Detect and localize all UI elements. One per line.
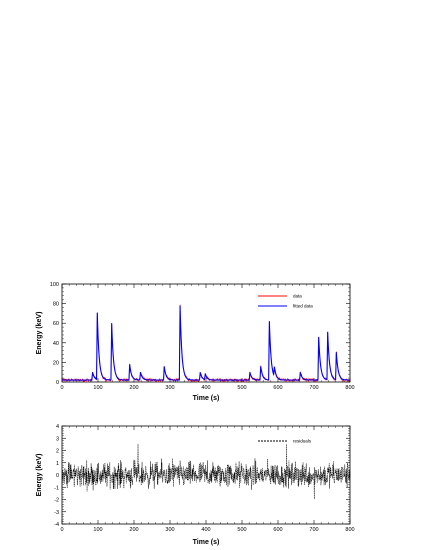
- top-panel: 0 100 200 300 400 500 600 700 800 0 20 40 60 80 100 T…: [36, 282, 355, 402]
- bottom-x-tick-label: 0: [60, 527, 63, 533]
- top-x-tick-label: 400: [201, 385, 210, 391]
- bottom-series-residuals-line: [61, 443, 351, 499]
- top-series-data-line: [61, 304, 351, 383]
- bottom-x-tick-label: 500: [237, 527, 246, 533]
- legend-label-fitted: fitted data: [293, 304, 313, 309]
- top-x-axis-label: Time (s): [193, 395, 220, 402]
- top-y-tick-label: 100: [50, 282, 59, 288]
- top-x-tick-label: 300: [165, 385, 174, 391]
- bottom-x-tick-label: 700: [309, 527, 318, 533]
- bottom-x-tick-label: 400: [201, 527, 210, 533]
- top-y-ticks: 0 20 40 60 80 100: [50, 282, 350, 386]
- bottom-y-tick-label: 3: [56, 436, 59, 442]
- top-x-tick-label: 200: [129, 385, 138, 391]
- bottom-y-tick-label: -4: [54, 522, 59, 528]
- top-plot-frame: [61, 283, 351, 383]
- bottom-panel: 0 100 200 300 400 500 600 700 800 -4-3-2-101234 …: [36, 424, 355, 546]
- top-x-tick-label: 500: [237, 385, 246, 391]
- top-y-tick-label: 80: [53, 302, 59, 308]
- top-legend: data fitted data: [258, 294, 313, 309]
- top-x-tick-label: 100: [93, 385, 102, 391]
- bottom-y-tick-label: -1: [54, 485, 59, 491]
- top-y-tick-label: 0: [56, 380, 59, 386]
- top-y-axis-label: Energy (keV): [36, 312, 43, 355]
- bottom-y-tick-label: 1: [56, 461, 59, 467]
- bottom-x-axis-label: Time (s): [193, 539, 220, 546]
- bottom-y-tick-label: 4: [56, 424, 59, 430]
- legend-label-data: data: [293, 294, 302, 299]
- bottom-x-tick-label: 100: [93, 527, 102, 533]
- top-x-ticks: 0 100 200 300 400 500 600 700 800: [60, 284, 355, 391]
- legend-label-residuals: residuals: [293, 439, 312, 444]
- bottom-y-axis-label: Energy (keV): [36, 454, 43, 497]
- top-y-tick-label: 40: [53, 341, 59, 347]
- bottom-y-ticks: -4 -3 -2 -1 0 1 2 3 4: [54, 424, 350, 528]
- bottom-legend: residuals: [258, 439, 312, 444]
- bottom-y-tick-label: 0: [56, 473, 59, 479]
- top-x-tick-label: 0: [60, 385, 63, 391]
- top-x-tick-label: 600: [273, 385, 282, 391]
- top-y-tick-label: 20: [53, 360, 59, 366]
- bottom-x-tick-label: 300: [165, 527, 174, 533]
- bottom-y-tick-label: -3: [54, 510, 59, 516]
- top-x-tick-label: 800: [345, 385, 354, 391]
- top-x-tick-label: 700: [309, 385, 318, 391]
- bottom-x-tick-label: 600: [273, 527, 282, 533]
- bottom-x-ticks: 0 100 200 300 400 500 600 700 800: [60, 426, 355, 533]
- top-series-fitted-line: [62, 305, 351, 381]
- bottom-y-tick-label: -2: [54, 498, 59, 504]
- bottom-x-tick-label: 800: [345, 527, 354, 533]
- bottom-x-tick-label: 200: [129, 527, 138, 533]
- top-y-tick-label: 60: [53, 321, 59, 327]
- bottom-y-tick-label: 2: [56, 449, 59, 455]
